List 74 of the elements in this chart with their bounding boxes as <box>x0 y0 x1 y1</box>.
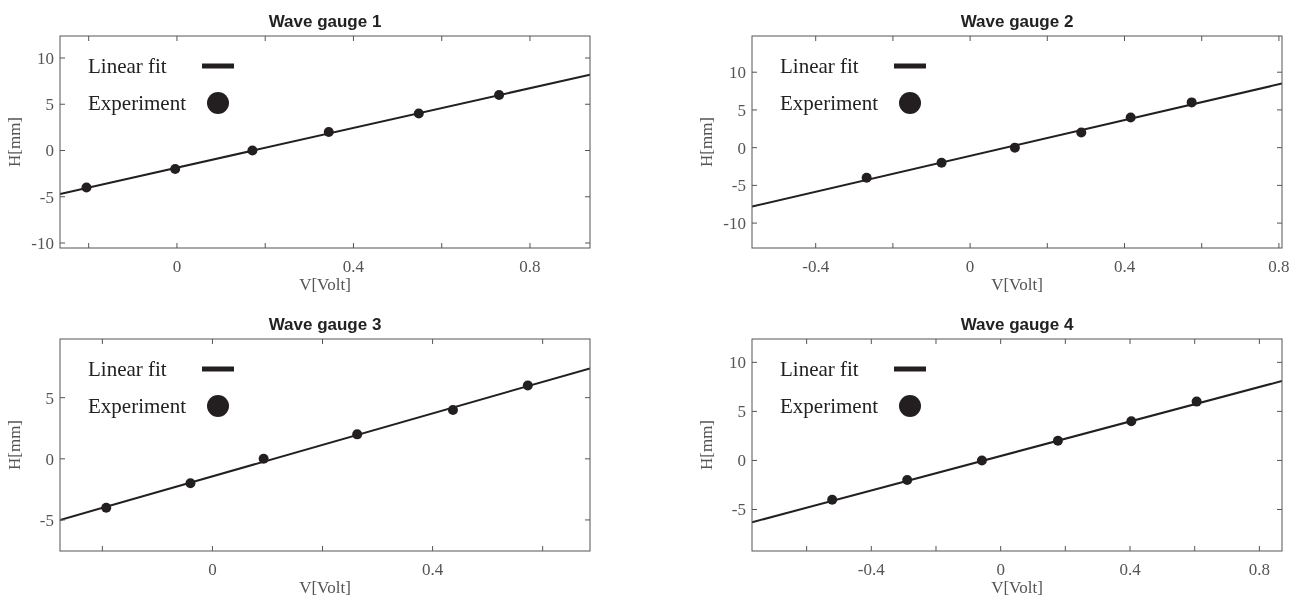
x-axis-title: V[Volt] <box>299 578 351 597</box>
point <box>447 404 458 415</box>
x-tick-label: 0.4 <box>1119 560 1142 579</box>
y-tick-label: 0 <box>45 449 54 469</box>
point <box>1009 142 1020 153</box>
point <box>936 157 947 168</box>
y-tick-label: 0 <box>737 451 746 471</box>
x-tick-label: -0.4 <box>857 560 886 579</box>
x-tick-label: 0 <box>996 560 1005 579</box>
point <box>323 127 334 138</box>
x-axis-title: V[Volt] <box>299 275 351 294</box>
legend-label: Linear fit <box>88 54 167 79</box>
point <box>413 108 424 119</box>
x-tick-label: 0 <box>208 560 217 579</box>
y-tick-label: 10 <box>729 63 746 83</box>
x-tick-label: 0 <box>965 257 975 276</box>
y-axis-title: H[mm] <box>697 116 716 168</box>
point <box>1125 112 1136 123</box>
point <box>902 475 913 486</box>
point <box>1126 416 1137 427</box>
y-tick-label: -5 <box>39 510 54 530</box>
y-tick-label: -5 <box>39 187 54 207</box>
point <box>861 172 872 183</box>
y-tick-label: 5 <box>45 95 54 115</box>
y-tick-label: 0 <box>737 138 746 158</box>
x-tick-label: 0 <box>172 257 182 276</box>
y-axis-title: H[mm] <box>5 419 24 471</box>
point <box>1191 396 1202 407</box>
point <box>81 182 92 193</box>
x-axis-title: V[Volt] <box>991 578 1043 597</box>
point <box>494 90 505 101</box>
x-tick-label: 0.4 <box>421 560 444 579</box>
x-tick-label: 0.4 <box>342 257 365 276</box>
point <box>1052 435 1063 446</box>
y-tick-label: 5 <box>737 402 746 422</box>
legend-label: Experiment <box>88 394 187 419</box>
y-tick-label: -5 <box>731 176 746 196</box>
point <box>827 494 838 505</box>
x-tick-label: 0.4 <box>1113 257 1136 276</box>
y-tick-label: -5 <box>731 500 746 520</box>
y-tick-label: 10 <box>729 353 746 373</box>
x-tick-label: 0.8 <box>519 257 541 276</box>
legend-label: Linear fit <box>780 357 859 382</box>
chart-title: Wave gauge 4 <box>960 315 1074 334</box>
x-tick-label: 0.8 <box>1268 257 1290 276</box>
point <box>1076 127 1087 138</box>
y-tick-label: 10 <box>37 48 54 68</box>
legend-label: Experiment <box>88 91 187 116</box>
legend-label: Linear fit <box>88 357 167 382</box>
y-tick-label: -10 <box>31 233 54 253</box>
legend-label: Experiment <box>780 394 879 419</box>
chart-title: Wave gauge 1 <box>268 12 382 31</box>
legend-label: Experiment <box>780 91 879 116</box>
point <box>170 164 181 175</box>
point <box>352 429 363 440</box>
y-tick-label: 0 <box>45 141 54 161</box>
point <box>1186 97 1197 108</box>
point <box>185 478 196 489</box>
y-axis-title: H[mm] <box>5 116 24 168</box>
y-tick-label: 5 <box>737 100 746 120</box>
point <box>522 380 533 391</box>
chart-title: Wave gauge 3 <box>268 315 382 334</box>
point <box>258 453 269 464</box>
y-tick-label: -10 <box>723 214 746 234</box>
x-tick-label: -0.4 <box>802 257 830 276</box>
point <box>101 502 112 513</box>
legend-label: Linear fit <box>780 54 859 79</box>
y-axis-title: H[mm] <box>697 419 716 471</box>
y-tick-label: 5 <box>45 388 54 408</box>
x-axis-title: V[Volt] <box>991 275 1043 294</box>
x-tick-label: 0.8 <box>1248 560 1270 579</box>
chart-title: Wave gauge 2 <box>960 12 1074 31</box>
point <box>976 455 987 466</box>
point <box>247 145 258 156</box>
